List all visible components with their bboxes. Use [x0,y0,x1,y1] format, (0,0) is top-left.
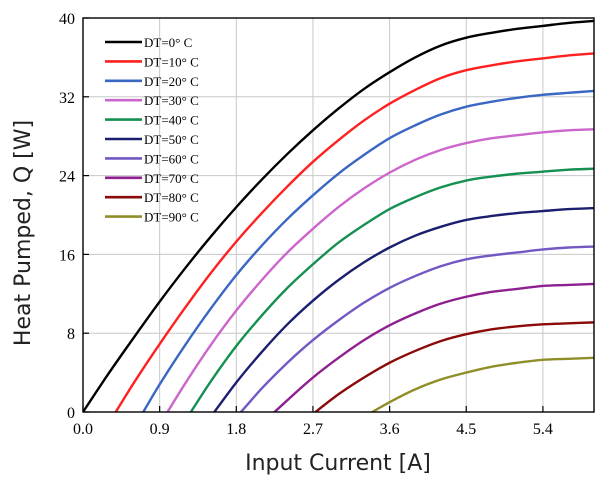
legend-label: DT=10° C [144,54,199,69]
series-line-4 [166,128,594,412]
y-tick-label: 32 [59,90,75,107]
series-line-9 [313,321,594,412]
series-line-8 [272,282,594,412]
legend-label: DT=50° C [144,132,199,147]
series-line-3 [141,89,594,412]
x-axis-ticks: 0.0 0.9 1.8 2.7 3.6 4.5 5.4 [73,406,553,438]
y-tick-label: 40 [59,11,75,28]
series-line-1 [83,19,594,412]
x-tick-label: 0.9 [150,421,170,438]
series-line-5 [189,167,594,412]
legend-label: DT=60° C [144,151,199,166]
x-tick-label: 5.4 [533,421,553,438]
legend-label: DT=90° C [144,210,199,225]
legend-label: DT=20° C [144,74,199,89]
series-lines [83,19,594,412]
y-tick-label: 24 [59,169,75,186]
y-tick-label: 8 [67,326,75,343]
y-axis-ticks: 0 8 16 24 32 40 [59,11,89,422]
plot-frame [82,17,595,413]
legend-label: DT=80° C [144,190,199,205]
y-tick-label: 16 [59,247,75,264]
legend-label: DT=70° C [144,171,199,186]
x-axis-title: Input Current [A] [245,451,431,476]
y-tick-label: 0 [67,405,75,422]
x-tick-label: 0.0 [73,421,93,438]
series-line-2 [114,52,594,412]
legend: DT=0° C DT=10° C DT=20° C DT=30° C DT=40° C D… [105,35,199,225]
y-axis-title: Heat Pumped, Q [W] [11,120,36,346]
legend-label: DT=30° C [144,93,199,108]
series-line-6 [212,206,594,412]
x-tick-label: 3.6 [380,421,400,438]
legend-label: DT=40° C [144,113,199,128]
x-tick-label: 2.7 [303,421,323,438]
series-line-10 [370,356,594,412]
x-tick-label: 1.8 [226,421,246,438]
series-line-7 [239,245,594,412]
x-tick-label: 4.5 [456,421,476,438]
legend-label: DT=0° C [144,35,192,50]
